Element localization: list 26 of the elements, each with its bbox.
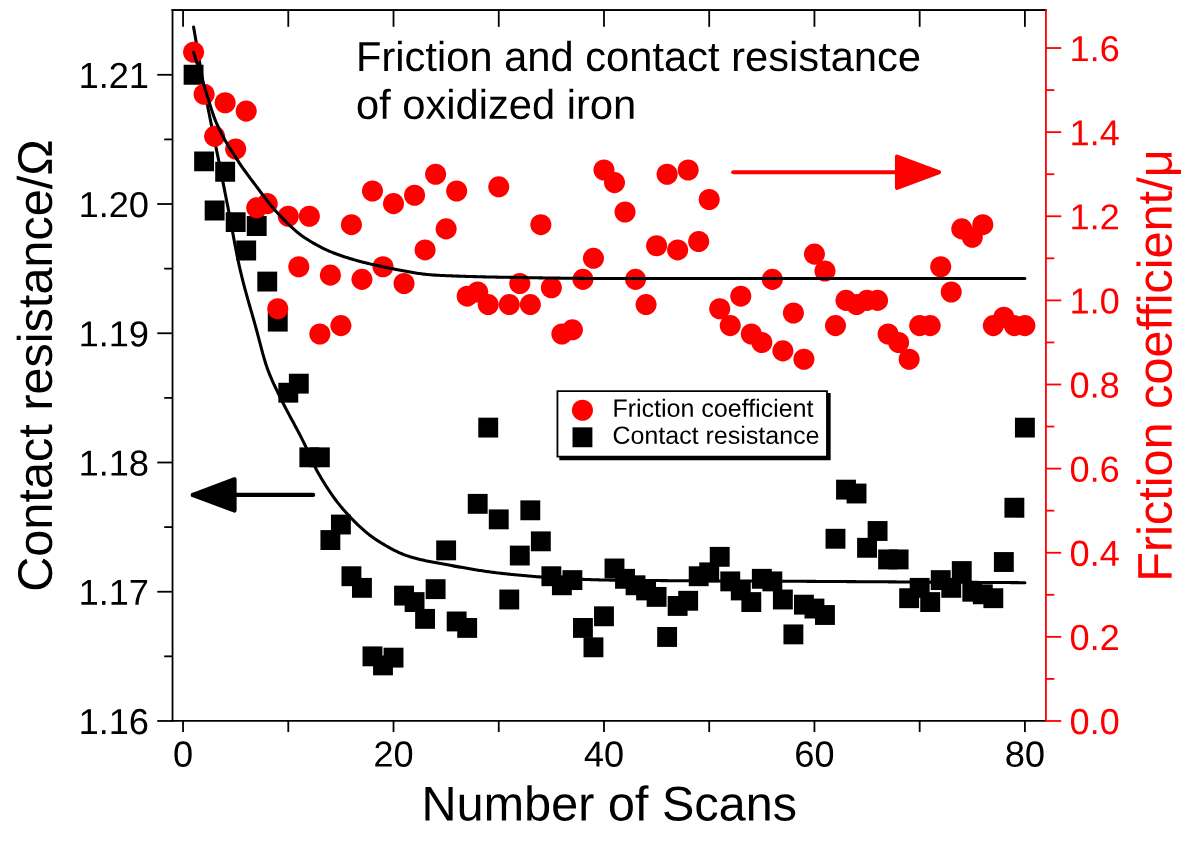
y-tick-label: 1.17 xyxy=(81,579,148,605)
y2-tick-label: 0.6 xyxy=(1070,456,1119,483)
x-tick-label: 20 xyxy=(375,741,413,767)
y2-tick-label: 0.8 xyxy=(1070,372,1119,398)
y2-tick-label: 0.4 xyxy=(1070,540,1119,567)
y2-tick-label: 1.6 xyxy=(1072,35,1119,62)
legend-label: Friction coefficient xyxy=(614,398,814,418)
x-tick-label: 60 xyxy=(796,741,834,767)
legend-label: Contact resistance xyxy=(613,425,819,445)
y2-tick-label: 1.0 xyxy=(1072,288,1119,314)
y-tick-label: 1.18 xyxy=(81,450,148,476)
y-axis-title: Contact resistance/Ω xyxy=(16,141,53,590)
y2-tick-label: 0.2 xyxy=(1070,624,1118,651)
y-tick-label: 1.20 xyxy=(81,191,148,218)
x-tick-label: 0 xyxy=(174,741,192,767)
y-tick-label: 1.19 xyxy=(81,321,148,347)
x-axis-title: Number of Scans xyxy=(425,785,796,821)
text: Friction and contact resistance of oxidized iron xyxy=(357,40,920,120)
y2-axis-title: Friction coefficient/μ xyxy=(1136,152,1181,578)
y-tick-label: 1.16 xyxy=(81,708,148,735)
y2-tick-label: 1.2 xyxy=(1072,204,1118,230)
y2-tick-label: 0.0 xyxy=(1070,708,1119,735)
x-tick-label: 80 xyxy=(1006,741,1044,767)
x-tick-label: 40 xyxy=(584,741,623,767)
y2-tick-label: 1.4 xyxy=(1072,120,1119,146)
y-tick-label: 1.21 xyxy=(81,62,148,88)
